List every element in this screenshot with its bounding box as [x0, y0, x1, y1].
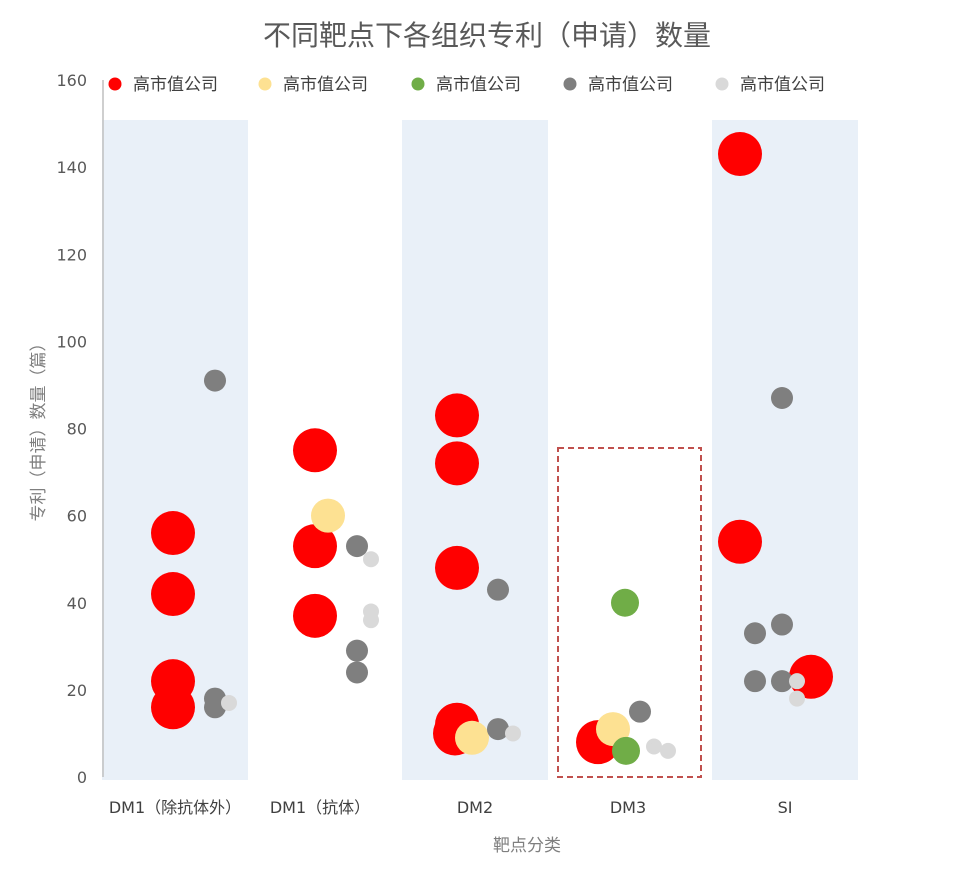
data-point [293, 593, 337, 638]
data-point [151, 511, 195, 556]
data-point [789, 690, 805, 707]
data-point [487, 718, 509, 741]
data-point [596, 712, 630, 747]
data-point [611, 588, 639, 617]
legend-label: 高市值公司 [588, 75, 673, 95]
data-point [311, 498, 345, 533]
category-bands [102, 120, 858, 780]
data-point [744, 622, 766, 645]
legend-label: 高市值公司 [283, 75, 368, 95]
y-tick-label: 160 [56, 71, 87, 90]
legend-label: 高市值公司 [133, 75, 218, 95]
data-point [660, 742, 676, 759]
data-point [744, 670, 766, 693]
data-point [455, 720, 489, 755]
x-category-label: DM1（抗体） [270, 798, 370, 817]
data-point [771, 387, 793, 410]
data-point [204, 696, 226, 719]
y-tick-label: 60 [67, 507, 87, 526]
legend-label: 高市值公司 [740, 75, 825, 95]
data-point [435, 545, 479, 590]
legend-marker [411, 77, 425, 91]
data-point [612, 736, 640, 765]
y-tick-label: 120 [56, 245, 87, 264]
data-point [718, 519, 762, 564]
data-point [789, 673, 805, 690]
y-axis-ticks: 0 20 40 60 80 100 120 140 160 [56, 71, 87, 787]
y-tick-label: 20 [67, 681, 87, 700]
legend-marker [258, 77, 272, 91]
x-category-label: SI [778, 798, 793, 817]
data-point [151, 572, 195, 617]
data-point [435, 441, 479, 486]
chart-title: 不同靶点下各组织专利（申请）数量 [263, 19, 711, 52]
x-category-label: DM1（除抗体外） [109, 798, 241, 817]
x-axis-title: 靶点分类 [493, 836, 561, 856]
legend: 高市值公司 高市值公司 高市值公司 高市值公司 高市值公司 [108, 75, 825, 95]
data-point [771, 670, 793, 693]
y-tick-label: 80 [67, 420, 87, 439]
category-band [712, 120, 858, 780]
data-point [771, 613, 793, 636]
legend-label: 高市值公司 [436, 75, 521, 95]
data-point [629, 700, 651, 723]
x-category-label: DM2 [457, 798, 493, 817]
data-point [650, 742, 658, 751]
data-point [346, 535, 368, 558]
legend-marker [108, 77, 122, 91]
x-category-label: DM3 [610, 798, 646, 817]
data-point [718, 132, 762, 177]
legend-marker [715, 77, 729, 91]
data-point [435, 393, 479, 438]
data-point [293, 428, 337, 473]
y-axis-title: 专利（申请）数量（篇） [29, 335, 49, 522]
data-points [151, 132, 833, 765]
category-band [402, 120, 548, 780]
y-tick-label: 0 [77, 768, 87, 787]
data-point [487, 578, 509, 601]
data-point [363, 612, 379, 629]
data-point [204, 369, 226, 392]
y-tick-label: 40 [67, 594, 87, 613]
data-point [363, 551, 379, 568]
data-point [151, 685, 195, 730]
data-point [293, 524, 337, 569]
y-tick-label: 140 [56, 158, 87, 177]
data-point [346, 639, 368, 662]
data-point [505, 725, 521, 742]
legend-marker [563, 77, 577, 91]
data-point [221, 694, 237, 711]
x-axis-categories: DM1（除抗体外） DM1（抗体） DM2 DM3 SI [109, 798, 793, 817]
data-point [346, 661, 368, 684]
dm3-highlight-box [557, 447, 702, 778]
y-tick-label: 100 [56, 332, 87, 351]
